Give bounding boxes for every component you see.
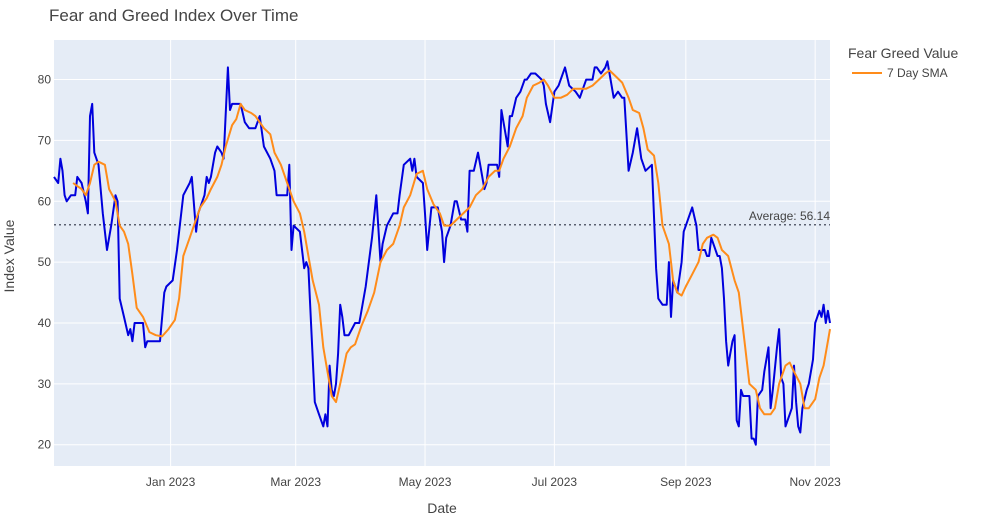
y-tick-label: 20 bbox=[38, 438, 52, 452]
average-line-group: Average: 56.14 bbox=[54, 209, 831, 226]
x-tick-label: May 2023 bbox=[399, 475, 452, 489]
x-tick-label: Nov 2023 bbox=[789, 475, 841, 489]
y-tick-label: 80 bbox=[38, 73, 52, 87]
legend-title: Fear Greed Value bbox=[848, 45, 958, 61]
series-lines bbox=[53, 60, 831, 446]
y-tick-label: 30 bbox=[38, 377, 52, 391]
x-tick-label: Sep 2023 bbox=[660, 475, 712, 489]
grid bbox=[54, 40, 830, 466]
y-tick-label: 60 bbox=[38, 194, 52, 208]
x-tick-label: Jul 2023 bbox=[532, 475, 578, 489]
sma-line bbox=[72, 69, 831, 416]
y-tick-label: 40 bbox=[38, 316, 52, 330]
x-axis-title: Date bbox=[427, 500, 457, 516]
legend[interactable]: Fear Greed Value 7 Day SMA bbox=[848, 45, 958, 80]
average-label: Average: 56.14 bbox=[749, 209, 831, 223]
y-tick-label: 70 bbox=[38, 133, 52, 147]
chart-title: Fear and Greed Index Over Time bbox=[49, 6, 298, 25]
y-axis-title: Index Value bbox=[1, 219, 17, 292]
x-tick-label: Mar 2023 bbox=[270, 475, 321, 489]
x-tick-label: Jan 2023 bbox=[146, 475, 196, 489]
y-tick-label: 50 bbox=[38, 255, 52, 269]
legend-label-sma[interactable]: 7 Day SMA bbox=[887, 66, 948, 80]
x-axis-ticks: Jan 2023 Mar 2023 May 2023 Jul 2023 Sep 2023… bbox=[146, 475, 841, 489]
y-axis-ticks: 20 30 40 50 60 70 80 bbox=[38, 73, 52, 452]
fear-greed-line bbox=[53, 60, 831, 446]
